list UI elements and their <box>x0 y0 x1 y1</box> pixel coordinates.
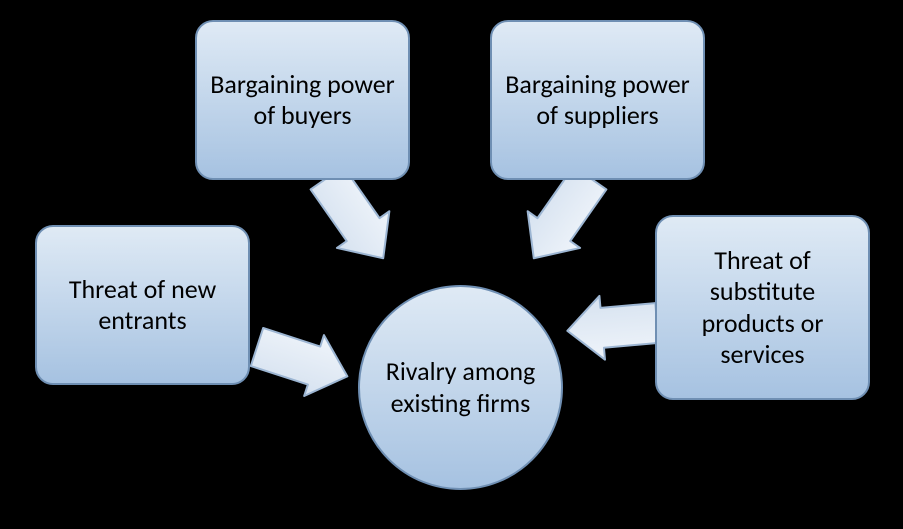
node-buyers-label: Bargaining power of buyers <box>207 69 398 131</box>
node-entrants: Threat of new entrants <box>35 225 250 385</box>
node-substitutes-label: Threat of substitute products or service… <box>667 245 858 370</box>
node-buyers: Bargaining power of buyers <box>195 20 410 180</box>
node-rivalry-label: Rivalry among existing firms <box>370 356 551 418</box>
arrow-entrants-to-center <box>247 317 357 407</box>
node-suppliers: Bargaining power of suppliers <box>490 20 705 180</box>
arrow-substitutes-to-center <box>565 291 660 363</box>
node-rivalry: Rivalry among existing firms <box>358 285 563 490</box>
node-entrants-label: Threat of new entrants <box>47 274 238 336</box>
node-suppliers-label: Bargaining power of suppliers <box>502 69 693 131</box>
node-substitutes: Threat of substitute products or service… <box>655 215 870 400</box>
